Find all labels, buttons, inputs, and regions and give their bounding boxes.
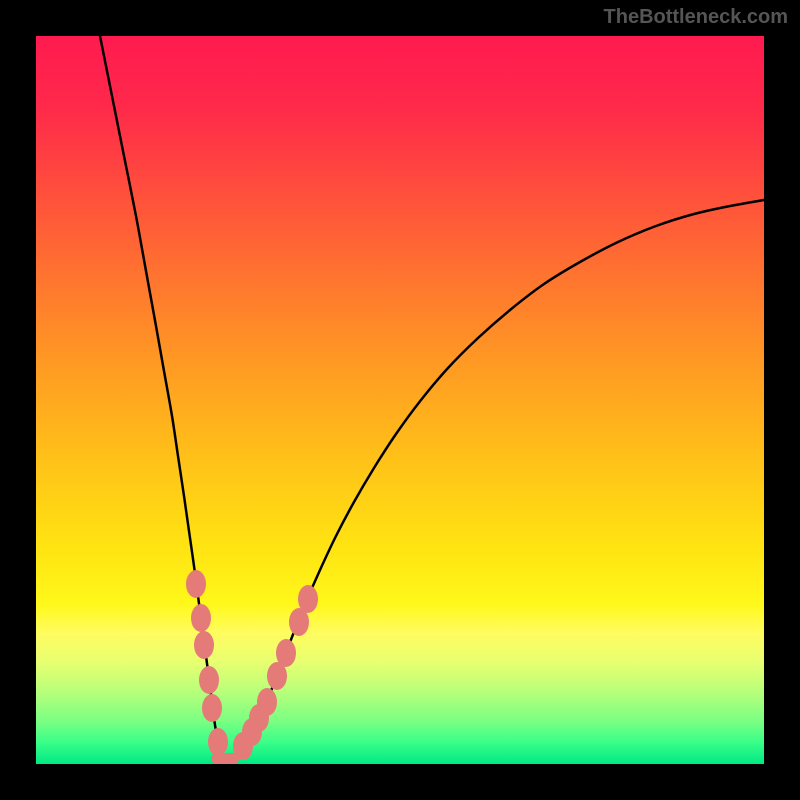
marker-left bbox=[208, 728, 228, 756]
marker-right bbox=[276, 639, 296, 667]
marker-bottom-pill bbox=[211, 753, 239, 764]
marker-left bbox=[199, 666, 219, 694]
marker-right bbox=[298, 585, 318, 613]
watermark-text: TheBottleneck.com bbox=[604, 6, 788, 29]
marker-left bbox=[202, 694, 222, 722]
chart-frame: TheBottleneck.com bbox=[0, 0, 800, 800]
plot-area bbox=[36, 36, 764, 764]
marker-left bbox=[191, 604, 211, 632]
marker-left bbox=[194, 631, 214, 659]
chart-overlay bbox=[36, 36, 764, 764]
marker-left bbox=[186, 570, 206, 598]
marker-right bbox=[257, 688, 277, 716]
data-markers bbox=[186, 570, 318, 764]
